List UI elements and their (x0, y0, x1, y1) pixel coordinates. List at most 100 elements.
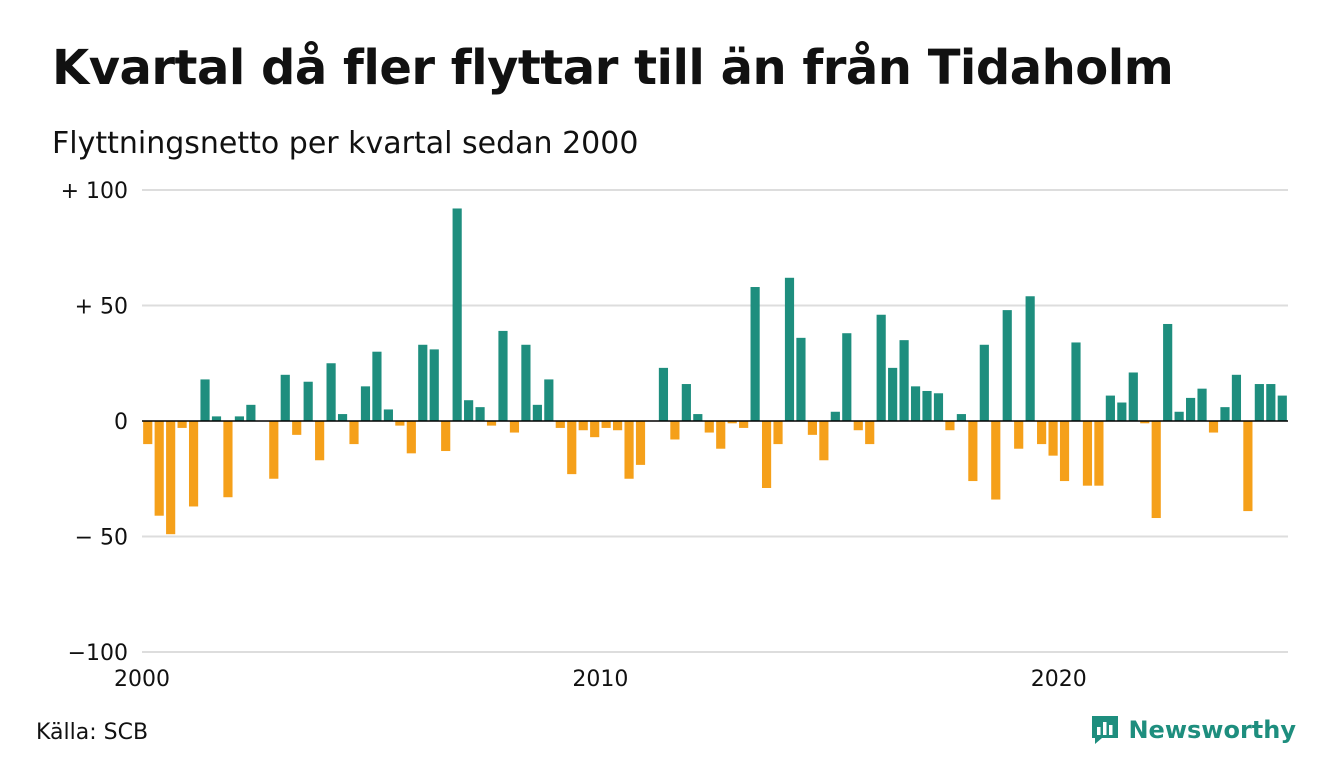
bar (842, 333, 852, 421)
bar (452, 208, 462, 421)
bar (693, 414, 703, 421)
bar (154, 421, 164, 516)
bar (933, 393, 944, 421)
bar (349, 421, 359, 445)
bar (555, 421, 565, 428)
bar (200, 379, 210, 421)
bar (1174, 411, 1184, 421)
bar (475, 407, 485, 421)
bar (910, 386, 921, 421)
bar (578, 421, 588, 431)
bar (166, 421, 176, 535)
bar (326, 363, 336, 421)
bar (234, 416, 244, 421)
bar (956, 414, 966, 421)
bar (429, 349, 439, 421)
bar (1071, 342, 1081, 421)
chart-title: Kvartal då fler flyttar till än från Tid… (52, 40, 1174, 96)
bar (498, 330, 508, 421)
bar (1094, 421, 1104, 486)
bar (727, 421, 737, 424)
bar (601, 421, 611, 428)
bar (395, 421, 405, 426)
bar (223, 421, 233, 498)
bar (188, 421, 199, 507)
bar (888, 367, 898, 421)
bar (1037, 421, 1047, 445)
bar (177, 421, 187, 428)
y-tick-label: 0 (114, 410, 128, 435)
bar (1128, 372, 1138, 421)
brand-name: Newsworthy (1128, 716, 1296, 744)
bar (624, 421, 634, 479)
bar (1059, 421, 1070, 482)
bar (658, 367, 669, 421)
chart-subtitle: Flyttningsnetto per kvartal sedan 2000 (52, 126, 639, 161)
bar (1140, 421, 1150, 424)
bar (544, 379, 554, 421)
bar (1163, 323, 1173, 421)
bar (1117, 402, 1127, 421)
x-tick-label: 2010 (572, 667, 628, 692)
bar (360, 386, 371, 421)
bar (509, 421, 520, 433)
bar (1254, 384, 1264, 421)
bar (899, 340, 909, 421)
y-tick-label: − 50 (75, 526, 128, 551)
bar (876, 314, 886, 421)
bar (704, 421, 714, 433)
bar (979, 344, 989, 421)
bar (945, 421, 955, 431)
bar (865, 421, 875, 445)
x-tick-label: 2020 (1031, 667, 1087, 692)
bar (269, 421, 279, 479)
bar (1266, 384, 1276, 421)
y-tick-label: −100 (68, 641, 128, 666)
bar (1277, 395, 1287, 421)
bar (670, 421, 680, 440)
bar (590, 421, 600, 438)
bar (303, 381, 313, 421)
bar (372, 351, 382, 421)
bar (991, 421, 1001, 500)
bar (968, 421, 978, 482)
bar (211, 416, 222, 421)
bar (441, 421, 451, 452)
bar (143, 421, 153, 445)
bar (635, 421, 646, 465)
bar (246, 404, 256, 421)
brand-logo: Newsworthy (1090, 714, 1296, 746)
bar (853, 421, 863, 431)
x-tick-label: 2000 (114, 667, 170, 692)
newsworthy-logo-icon (1092, 716, 1119, 744)
bar (1082, 421, 1093, 486)
bar (1025, 296, 1035, 421)
bar (567, 421, 577, 475)
bar (807, 421, 817, 435)
bar (739, 421, 749, 428)
bar (773, 421, 783, 445)
y-tick-label: + 100 (61, 179, 128, 204)
bar (750, 287, 760, 421)
bar (1014, 421, 1024, 449)
bar (1186, 397, 1196, 421)
bar (761, 421, 772, 488)
bar (796, 337, 806, 421)
bar (383, 409, 393, 421)
bar (418, 344, 428, 421)
bar (315, 421, 325, 461)
bar (1243, 421, 1253, 512)
bar (1220, 407, 1230, 421)
y-tick-label: + 50 (75, 295, 128, 320)
bar (716, 421, 726, 449)
bar (1002, 310, 1012, 421)
bar (1231, 374, 1242, 421)
bar (1048, 421, 1058, 456)
bar (1151, 421, 1161, 519)
bar (292, 421, 302, 435)
bar (532, 404, 542, 421)
bar (681, 384, 691, 421)
bar (784, 277, 795, 421)
bar (406, 421, 416, 454)
